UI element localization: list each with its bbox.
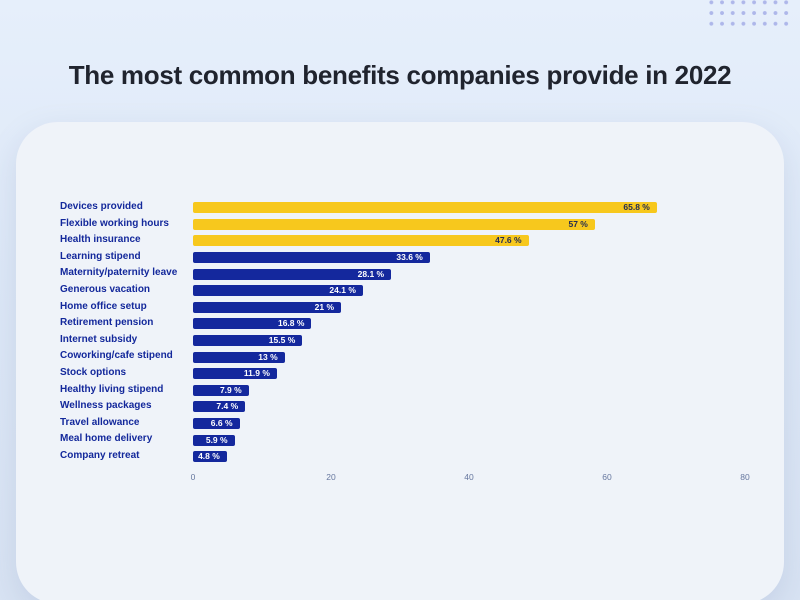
category-label: Home office setup <box>60 300 147 312</box>
x-axis: 0 20 40 60 80 <box>0 472 800 486</box>
chart-row: Internet subsidy 15.5 % <box>0 332 800 349</box>
dot-grid-decoration <box>706 0 793 31</box>
chart-row: Devices provided 65.8 % <box>0 199 800 216</box>
page-title: The most common benefits companies provi… <box>68 60 732 90</box>
category-label: Internet subsidy <box>60 333 138 345</box>
category-label: Company retreat <box>60 449 140 461</box>
chart-row: Meal home delivery 5.9 % <box>0 431 800 448</box>
category-label: Stock options <box>60 366 127 378</box>
chart-row: Learning stipend 33.6 % <box>0 249 800 266</box>
category-label: Retirement pension <box>60 317 154 329</box>
value-label: 11.9 % <box>243 368 270 379</box>
bar: 16.8 % <box>193 318 312 330</box>
category-label: Wellness packages <box>60 400 152 412</box>
x-axis-tick-label: 80 <box>740 472 750 482</box>
category-label: Devices provided <box>60 201 143 212</box>
chart-row: Wellness packages 7.4 % <box>0 398 800 415</box>
chart-card <box>16 122 784 600</box>
bar: 65.8 % <box>193 202 657 214</box>
bar: 57 % <box>193 218 595 230</box>
chart-row: Coworking/cafe stipend 13 % <box>0 348 800 365</box>
bar: 15.5 % <box>193 334 303 346</box>
value-label: 13 % <box>258 351 278 362</box>
value-label: 65.8 % <box>623 202 650 213</box>
chart-row: Travel allowance 6.6 % <box>0 415 800 432</box>
x-axis-tick-label: 40 <box>464 472 474 482</box>
chart-row: Home office setup 21 % <box>0 299 800 316</box>
value-label: 24.1 % <box>329 285 356 296</box>
x-axis-tick-label: 20 <box>326 472 336 482</box>
chart-row: Retirement pension 16.8 % <box>0 315 800 332</box>
value-label: 28.1 % <box>357 268 385 279</box>
x-axis-tick-label: 60 <box>602 472 612 482</box>
bar: 24.1 % <box>193 285 363 297</box>
category-label: Coworking/cafe stipend <box>60 350 173 362</box>
value-label: 16.8 % <box>277 318 305 329</box>
bar: 11.9 % <box>193 368 277 380</box>
bar: 47.6 % <box>193 235 529 247</box>
value-label: 7.4 % <box>216 401 239 412</box>
value-label: 15.5 % <box>268 334 296 345</box>
chart-row: Generous vacation 24.1 % <box>0 282 800 299</box>
category-label: Generous vacation <box>60 283 151 295</box>
category-label: Health insurance <box>60 234 141 246</box>
category-label: Flexible working hours <box>60 217 169 229</box>
chart-row: Healthy living stipend 7.9 % <box>0 382 800 399</box>
chart-row: Stock options 11.9 % <box>0 365 800 382</box>
chart-row: Maternity/paternity leave 28.1 % <box>0 265 800 282</box>
bar: 6.6 % <box>193 417 240 429</box>
category-label: Maternity/paternity leave <box>60 267 178 279</box>
bar: 7.4 % <box>193 401 246 413</box>
value-label: 57 % <box>568 218 588 229</box>
bar: 21 % <box>193 301 342 313</box>
value-label: 21 % <box>314 301 335 312</box>
x-axis-tick-label: 0 <box>190 472 196 482</box>
value-label: 7.9 % <box>219 384 242 395</box>
bar: 4.8 % <box>193 451 227 463</box>
chart-row: Health insurance 47.6 % <box>0 232 800 249</box>
chart-row: Company retreat 4.8 % <box>0 448 800 465</box>
value-label: 47.6 % <box>495 235 522 246</box>
value-label: 33.6 % <box>396 251 423 262</box>
chart-row: Flexible working hours 57 % <box>0 216 800 233</box>
category-label: Learning stipend <box>60 250 141 262</box>
bar: 7.9 % <box>193 384 249 396</box>
bar: 33.6 % <box>193 251 430 263</box>
bar: 5.9 % <box>193 434 235 446</box>
bar-chart: Devices provided 65.8 % Flexible working h… <box>0 199 800 465</box>
bar: 13 % <box>193 351 285 363</box>
bar: 28.1 % <box>193 268 392 280</box>
category-label: Travel allowance <box>60 416 140 428</box>
value-label: 5.9 % <box>205 434 228 445</box>
value-label: 6.6 % <box>210 417 233 428</box>
value-label: 4.8 % <box>198 451 220 462</box>
category-label: Meal home delivery <box>60 433 153 445</box>
category-label: Healthy living stipend <box>60 383 164 395</box>
